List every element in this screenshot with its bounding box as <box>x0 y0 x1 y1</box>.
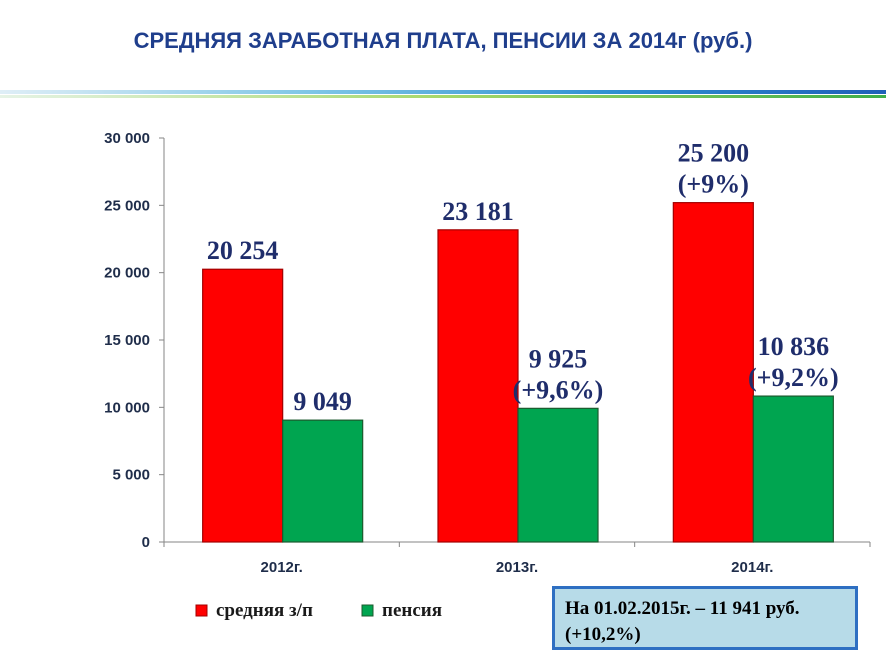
bar-pension-3 <box>752 395 834 543</box>
data-label: (+9,2%) <box>748 363 839 392</box>
data-label: 23 181 <box>442 197 514 226</box>
data-label: 9 925 <box>529 344 588 373</box>
bar-pension-2 <box>517 407 599 543</box>
note-line-1: На 01.02.2015г. – 11 941 руб. <box>565 598 800 619</box>
legend-label-salary: средняя з/п <box>216 600 313 621</box>
bar-pension-1 <box>282 419 364 543</box>
legend-swatch-salary <box>195 604 208 617</box>
title-underline <box>0 90 886 98</box>
y-tick-label: 25 000 <box>104 197 150 214</box>
chart-title: СРЕДНЯЯ ЗАРАБОТНАЯ ПЛАТА, ПЕНСИИ ЗА 2014… <box>133 28 753 53</box>
y-tick-label: 5 000 <box>112 467 150 484</box>
data-label: 25 200 <box>678 139 750 168</box>
data-label: 20 254 <box>207 236 279 265</box>
y-tick-label: 15 000 <box>104 332 150 349</box>
data-label: (+9,6%) <box>513 375 604 404</box>
y-tick-label: 30 000 <box>104 130 150 147</box>
x-tick-label: 2013г. <box>496 559 538 576</box>
y-tick-label: 0 <box>142 534 150 551</box>
x-tick-label: 2014г. <box>731 559 773 576</box>
bar-salary-2 <box>437 229 519 543</box>
x-tick-label: 2012г. <box>261 559 303 576</box>
bar-salary-3 <box>672 202 754 543</box>
legend-label-pension: пенсия <box>382 600 442 621</box>
legend-swatch-pension <box>361 604 374 617</box>
y-tick-label: 20 000 <box>104 265 150 282</box>
data-label: (+9%) <box>678 170 749 199</box>
data-label: 9 049 <box>293 387 352 416</box>
note-box: На 01.02.2015г. – 11 941 руб. (+10,2%) <box>552 586 858 650</box>
bar-salary-1 <box>202 268 284 543</box>
y-tick-label: 10 000 <box>104 399 150 416</box>
data-label: 10 836 <box>758 332 830 361</box>
note-line-2: (+10,2%) <box>565 624 641 645</box>
